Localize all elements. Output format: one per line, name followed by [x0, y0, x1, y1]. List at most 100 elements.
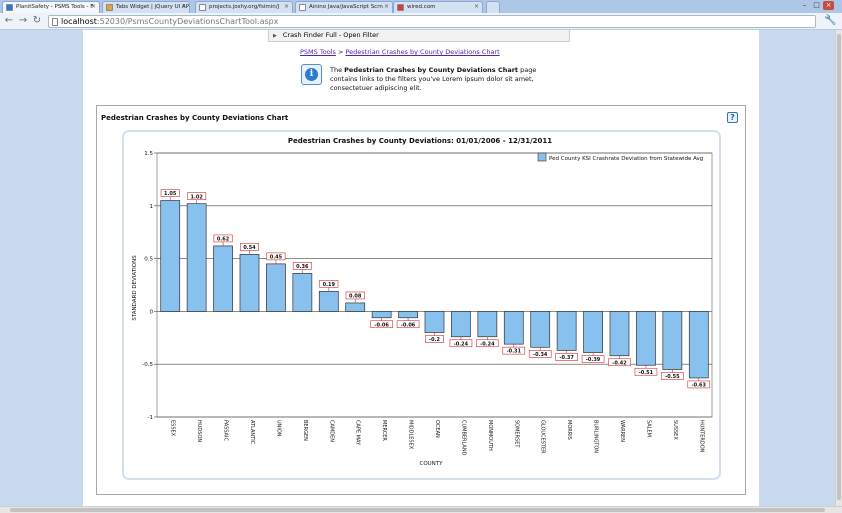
value-label: -0.37	[559, 355, 574, 361]
value-label: 0.45	[270, 254, 283, 260]
y-tick-label: 1.5	[144, 151, 153, 157]
bar-essex	[160, 200, 181, 312]
x-tick-label: CAMDEN	[328, 420, 334, 442]
browser-tab-2[interactable]: projects.joshy.org/fsimin/J ×	[195, 1, 293, 13]
value-label-box	[160, 189, 180, 197]
page-icon	[52, 18, 58, 26]
crash-finder-filter-bar[interactable]: ▶ Crash Finder Full - Open Filter	[268, 30, 570, 42]
browser-tab-4[interactable]: wired.com ×	[393, 1, 483, 13]
value-label: -0.34	[533, 352, 548, 358]
y-tick-label: 0	[150, 309, 154, 315]
horizontal-scroll-thumb[interactable]	[10, 508, 825, 512]
x-tick-label: BURLINGTON	[593, 420, 599, 453]
y-tick-label: 0.5	[144, 257, 153, 263]
bar-atlantic	[239, 254, 260, 312]
value-label-box	[528, 350, 552, 358]
bar-mercer	[371, 311, 392, 319]
close-tab-icon[interactable]: ×	[283, 3, 289, 10]
close-window-icon[interactable]: ×	[823, 1, 834, 10]
value-label-box	[396, 320, 420, 329]
bar-camden	[318, 290, 339, 312]
breadcrumb-psms-tools-link[interactable]: PSMS Tools	[300, 48, 336, 56]
vertical-scroll-thumb[interactable]	[837, 34, 841, 500]
browser-tab-1[interactable]: Tabs Widget | jQuery UI AP ×	[102, 1, 190, 13]
value-label: 0.54	[243, 245, 256, 251]
reload-icon[interactable]: ↻	[32, 15, 42, 26]
value-label: 1.02	[190, 194, 203, 200]
x-tick-label: WARREN	[619, 420, 625, 442]
value-label-box	[687, 380, 711, 389]
value-label: -0.63	[692, 383, 707, 389]
close-tab-icon[interactable]: ×	[473, 3, 479, 10]
value-label: -0.51	[639, 370, 654, 376]
x-tick-label: OCEAN	[434, 420, 440, 438]
browser-tab-0[interactable]: PlanitSafety - PSMS Tools - F ×	[2, 1, 100, 13]
favicon-icon	[199, 4, 206, 11]
value-label: -0.39	[586, 357, 601, 363]
value-label-box	[213, 234, 233, 243]
minimize-icon[interactable]: –	[802, 1, 807, 9]
x-tick-label: MERCER	[381, 420, 387, 441]
tab-label: wired.com	[407, 4, 436, 10]
x-tick-label: CUMBERLAND	[460, 420, 466, 456]
value-label: -0.55	[665, 374, 680, 380]
y-axis-labels: -1 -0.5 0 0.5 1 1.5	[142, 151, 153, 421]
panel-header: Pedestrian Crashes by County Deviations …	[97, 106, 745, 126]
y-axis-title: STANDARD DEVIATIONS	[132, 255, 138, 321]
browser-tab-3[interactable]: Ainino Java/JavaScript Scrn ×	[295, 1, 393, 13]
x-tick-label: HUDSON	[196, 420, 202, 442]
info-text: The Pedestrian Crashes by County Deviati…	[330, 66, 537, 92]
close-tab-icon[interactable]: ×	[383, 3, 389, 10]
favicon-icon	[6, 4, 13, 11]
info-box: i The Pedestrian Crashes by County Devia…	[299, 62, 559, 92]
legend-swatch	[537, 152, 547, 162]
y-tick-label: -1	[148, 415, 153, 421]
bar-ocean	[424, 311, 445, 333]
y-tick-label: -0.5	[142, 362, 153, 368]
value-label-box	[292, 262, 312, 270]
breadcrumb-separator: >	[337, 48, 344, 56]
vertical-scrollbar[interactable]	[835, 30, 842, 506]
bar-warren	[609, 311, 630, 357]
wrench-icon[interactable]: 🔧	[824, 15, 837, 26]
new-tab-button[interactable]	[486, 1, 500, 13]
chart-legend: Ped County KSI Crashrate Deviation from …	[537, 152, 703, 162]
bar-gloucester	[530, 311, 551, 348]
chart-bars: 1.05 1.02 0.62 0.54 0.45 0.36 0.19 0.08 -0.06 -0.…	[160, 189, 711, 389]
x-axis-labels: ESSEX HUDSON PASSAIC ATLANTIC UNION BERGEN CAM…	[170, 420, 705, 456]
panel-title: Pedestrian Crashes by County Deviations …	[101, 114, 289, 122]
horizontal-scrollbar[interactable]	[0, 506, 842, 513]
url-host: localhost	[61, 17, 97, 26]
x-tick-label: GLOUCESTER	[540, 420, 546, 454]
bar-monmouth	[477, 311, 498, 338]
address-bar[interactable]: localhost:52030/PsmsCountyDeviationsChar…	[48, 15, 816, 28]
x-tick-label: BERGEN	[302, 420, 308, 441]
value-label-box	[608, 358, 631, 367]
browser-nav-bar: ← → ↻ localhost:52030/PsmsCountyDeviatio…	[0, 13, 842, 30]
x-tick-label: PASSAIC	[223, 420, 229, 441]
x-tick-label: SALEM	[645, 420, 651, 437]
close-tab-icon[interactable]: ×	[180, 3, 186, 10]
close-tab-icon[interactable]: ×	[90, 3, 96, 10]
forward-icon[interactable]: →	[18, 15, 28, 26]
value-label-box	[634, 367, 658, 376]
x-tick-label: SOMERSET	[513, 420, 519, 448]
x-tick-label: CAPE MAY	[355, 420, 361, 446]
chart-panel: Pedestrian Crashes by County Deviations …	[96, 105, 746, 495]
back-icon[interactable]: ←	[4, 15, 14, 26]
value-label: 0.36	[296, 264, 309, 270]
value-label: -0.24	[480, 341, 495, 347]
breadcrumb-current-link[interactable]: Pedestrian Crashes by County Deviations …	[345, 48, 500, 56]
breadcrumb: PSMS Tools > Pedestrian Crashes by Count…	[300, 48, 500, 56]
x-tick-label: MORRIS	[566, 420, 572, 440]
bar-salem	[636, 311, 656, 366]
value-label-box	[555, 353, 578, 361]
favicon-icon	[299, 4, 306, 11]
deviation-bar-chart: Pedestrian Crashes by County Deviations:…	[132, 137, 713, 467]
favicon-icon	[106, 4, 113, 11]
value-label: -0.24	[454, 341, 469, 347]
value-label: -0.31	[507, 349, 522, 355]
help-icon[interactable]: ?	[727, 112, 738, 123]
value-label-box	[661, 372, 684, 380]
maximize-icon[interactable]: □	[813, 1, 820, 9]
